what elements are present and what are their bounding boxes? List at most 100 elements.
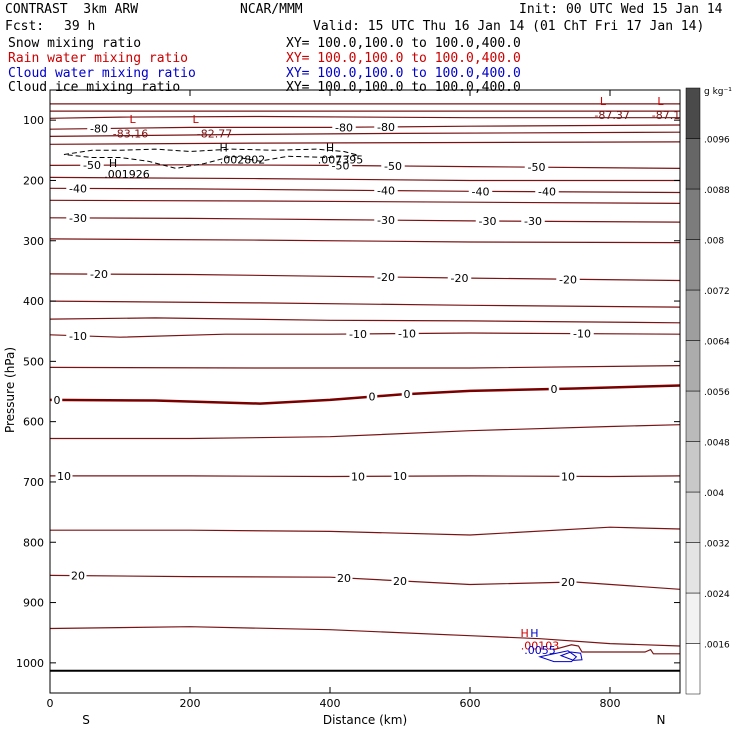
- extremum-annotation: .00103: [521, 640, 560, 653]
- contour-label-bg: [374, 184, 398, 197]
- contour-label: -50: [384, 160, 402, 173]
- y-tick-label: 1000: [16, 657, 44, 670]
- colorbar-swatch: [685, 643, 701, 695]
- contour-label-bg: [328, 159, 353, 172]
- contour-label: -20: [377, 271, 395, 284]
- contour-label: -50: [528, 161, 546, 174]
- field-label-rain: Rain water mixing ratio: [8, 51, 189, 66]
- contour-label-bg: [66, 182, 90, 195]
- x-tick-label: 600: [460, 697, 481, 710]
- colorbar-level-label: .0072: [704, 287, 730, 297]
- contour-label-bg: [374, 214, 398, 227]
- terrain-contour: [553, 644, 680, 655]
- temperature-contour-2: [50, 115, 680, 119]
- field-label-snow: Snow mixing ratio: [8, 36, 142, 51]
- field-xy-rain: XY= 100.0,100.0 to 100.0,400.0: [286, 51, 521, 66]
- contour-label: -20: [559, 273, 577, 286]
- extremum-annotation: .001926: [104, 168, 150, 181]
- south-label: S: [82, 713, 90, 727]
- contour-label-bg: [559, 470, 577, 483]
- x-tick-label: 200: [180, 697, 201, 710]
- contour-label: -20: [451, 272, 469, 285]
- contour-label-bg: [548, 382, 560, 395]
- contour-label-bg: [556, 273, 580, 286]
- y-tick-label: 100: [23, 114, 44, 127]
- contour-label-bg: [475, 214, 500, 227]
- colorbar-swatch: [685, 441, 701, 493]
- extremum-annotation: H: [530, 627, 538, 640]
- contour-label-bg: [468, 185, 493, 198]
- plot-area: -80 -80 -80 -50 -50 -50 -50 -40 -40 -40 -40 -30 -30 -…: [50, 95, 687, 672]
- contour-label-bg: [349, 470, 367, 483]
- y-tick-label: 400: [23, 295, 44, 308]
- field-xy-snow: XY= 100.0,100.0 to 100.0,400.0: [286, 36, 521, 51]
- temperature-contour-21: [50, 574, 680, 590]
- contour-label: 20: [71, 570, 85, 583]
- colorbar-level-label: .0088: [704, 186, 730, 196]
- temperature-contour-16: [50, 365, 680, 369]
- temperature-contour-20: [50, 526, 680, 536]
- extremum-annotation: -83.16: [113, 128, 148, 141]
- colorbar-level-label: .0056: [704, 388, 730, 398]
- contour-label: 20: [393, 575, 407, 588]
- temperature-contour-22: [50, 626, 680, 647]
- y-tick-label: 500: [23, 355, 44, 368]
- contour-label: 0: [404, 388, 411, 401]
- contour-label: -40: [472, 185, 490, 198]
- contour-label: -80: [335, 121, 353, 134]
- contour-label: -10: [573, 328, 591, 341]
- cloud-water-contour-1: [559, 651, 583, 661]
- colorbar-swatch: [685, 239, 701, 291]
- contour-label: -10: [69, 330, 87, 343]
- contour-label: -40: [538, 186, 556, 199]
- contour-label: 10: [393, 470, 407, 483]
- y-tick-label: 200: [23, 174, 44, 187]
- contour-label-bg: [366, 390, 378, 403]
- colorbar-swatch: [685, 592, 701, 644]
- contour-label-bg: [395, 327, 419, 340]
- contour-label-bg: [80, 159, 104, 172]
- field-label-cloud-ice: Cloud ice mixing ratio: [8, 80, 181, 95]
- model-title: CONTRAST 3km ARW: [5, 2, 139, 17]
- contour-label: -30: [377, 214, 395, 227]
- x-tick-label: 400: [320, 697, 341, 710]
- extremum-annotation: -87.13: [652, 109, 687, 122]
- forecast-label: Fcst:: [5, 19, 45, 34]
- contour-label-bg: [391, 574, 409, 587]
- extremum-annotation: .0055: [524, 644, 556, 657]
- field-xy-cloud-water: XY= 100.0,100.0 to 100.0,400.0: [286, 66, 521, 81]
- extremum-annotation: H: [326, 142, 334, 155]
- contour-label-bg: [391, 470, 409, 483]
- temperature-contour-13: [50, 300, 680, 308]
- colorbar-swatch: [685, 340, 701, 392]
- contour-label-bg: [66, 329, 90, 342]
- contour-label: 10: [57, 470, 71, 483]
- y-tick-label: 800: [23, 536, 44, 549]
- extremum-annotation: H: [109, 157, 117, 170]
- contour-label-bg: [332, 121, 356, 134]
- temperature-contour-12: [50, 273, 680, 282]
- y-tick-label: 300: [23, 235, 44, 248]
- contour-label: -30: [524, 215, 542, 228]
- contour-label-bg: [521, 215, 545, 228]
- contour-label-bg: [66, 211, 90, 224]
- field-xy-cloud-ice: XY= 100.0,100.0 to 100.0,400.0: [286, 80, 521, 95]
- extremum-annotation: -87.37: [594, 109, 629, 122]
- temperature-contour-14: [50, 317, 680, 324]
- contour-label: -80: [90, 123, 108, 136]
- contour-label: -40: [377, 185, 395, 198]
- colorbar-swatch: [685, 188, 701, 240]
- forecast-hours: 39 h: [64, 19, 96, 34]
- contour-label-bg: [570, 327, 594, 340]
- colorbar-level-label: .0016: [704, 641, 730, 651]
- extremum-annotation: .007395: [318, 154, 364, 167]
- colorbar-level-label: .0024: [704, 590, 730, 600]
- contour-label-bg: [447, 272, 472, 285]
- colorbar-swatch: [685, 289, 701, 341]
- temperature-contour-11: [50, 238, 680, 244]
- contour-label: -10: [349, 328, 367, 341]
- extremum-annotation: H: [520, 627, 528, 640]
- snow-mixing-ratio-contour: [63, 148, 359, 169]
- contour-label: -50: [83, 159, 101, 172]
- contour-label-bg: [51, 393, 63, 406]
